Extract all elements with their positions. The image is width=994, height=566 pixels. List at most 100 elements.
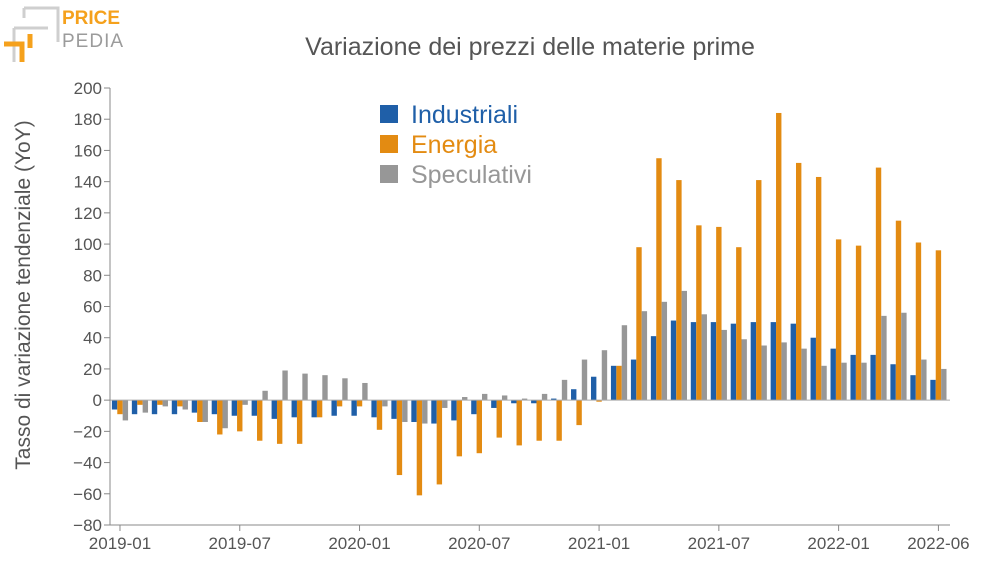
bar-industriali-2021-07 [710, 322, 717, 401]
bar-industriali-2022-05 [910, 375, 916, 401]
bar-industriali-2019-08 [251, 400, 258, 416]
bar-speculativi-2020-01 [362, 382, 368, 401]
bar-industriali-2019-07 [231, 400, 238, 416]
bar-industriali-2021-01 [590, 376, 597, 401]
x-tick-label: 2020-01 [328, 534, 390, 553]
bar-industriali-2019-06 [211, 400, 218, 415]
bar-energia-2019-09 [276, 400, 283, 444]
bar-industriali-2022-03 [870, 354, 876, 401]
y-tick-label: 0 [93, 391, 102, 410]
y-tick-label: −40 [73, 454, 102, 473]
bar-industriali-2020-05 [431, 400, 437, 424]
bar-speculativi-2022-02 [861, 362, 867, 401]
bar-speculativi-2019-12 [342, 378, 348, 401]
bar-speculativi-2021-06 [701, 314, 707, 401]
y-tick-label: 140 [74, 173, 102, 192]
bar-industriali-2021-10 [770, 322, 777, 401]
bar-industriali-2022-01 [830, 348, 836, 401]
y-axis-title: Tasso di variazione tendenziale (YoY) [12, 120, 35, 469]
y-tick-label: 120 [74, 204, 102, 223]
bar-industriali-2021-04 [650, 336, 657, 401]
bar-speculativi-2020-09 [521, 398, 528, 401]
bar-energia-2020-10 [536, 400, 542, 441]
chart-title: Variazione dei prezzi delle materie prim… [305, 33, 755, 61]
bar-speculativi-2020-07 [481, 393, 488, 401]
bar-energia-2020-06 [456, 400, 463, 457]
bar-energia-2021-07 [716, 226, 722, 401]
bar-speculativi-2019-05 [202, 400, 208, 422]
bar-speculativi-2019-06 [222, 400, 228, 429]
x-tick-label: 2022-06 [907, 534, 969, 553]
y-tick-label: 160 [74, 141, 102, 160]
bar-speculativi-2019-07 [242, 400, 248, 405]
legend-swatch-energia [380, 135, 398, 153]
legend-swatch-industriali [380, 105, 398, 123]
bar-energia-2021-06 [696, 225, 702, 401]
bar-industriali-2021-06 [690, 322, 697, 401]
bar-energia-2020-08 [496, 400, 502, 438]
bar-industriali-2019-03 [151, 400, 158, 415]
bar-speculativi-2019-03 [162, 400, 168, 407]
bar-energia-2021-10 [776, 112, 782, 401]
bar-speculativi-2020-05 [442, 400, 448, 408]
y-tick-label: −60 [73, 485, 102, 504]
bar-speculativi-2019-02 [142, 400, 149, 413]
bar-speculativi-2021-09 [761, 345, 767, 401]
bar-industriali-2021-08 [730, 323, 737, 401]
bar-energia-2022-01 [835, 239, 842, 401]
bar-speculativi-2022-01 [841, 362, 847, 401]
y-tick-label: 40 [83, 329, 102, 348]
bar-energia-2019-04 [177, 400, 183, 407]
bar-energia-2019-03 [157, 400, 163, 405]
bar-industriali-2019-01 [111, 400, 118, 410]
bar-industriali-2019-12 [331, 400, 337, 416]
bar-energia-2022-03 [875, 167, 882, 401]
bar-speculativi-2022-05 [921, 359, 927, 401]
bar-energia-2020-07 [476, 400, 482, 454]
bar-industriali-2019-09 [271, 400, 277, 419]
y-tick-label: −20 [73, 422, 102, 441]
bar-energia-2019-08 [257, 400, 263, 441]
bar-energia-2021-03 [636, 247, 642, 401]
legend-label-energia: Energia [411, 131, 497, 159]
y-tick-label: 80 [83, 266, 102, 285]
bar-energia-2021-01 [596, 400, 602, 402]
x-tick-label: 2019-07 [209, 534, 271, 553]
x-tick-label: 2019-01 [89, 534, 151, 553]
y-tick-label: 60 [83, 298, 102, 317]
x-tick-label: 2021-01 [568, 534, 630, 553]
bar-speculativi-2020-04 [422, 400, 428, 424]
bar-energia-2021-12 [815, 176, 822, 401]
bar-speculativi-2021-10 [781, 342, 787, 401]
bar-speculativi-2020-03 [402, 400, 408, 422]
bar-speculativi-2022-03 [881, 315, 887, 401]
bar-speculativi-2021-08 [741, 339, 747, 401]
bar-industriali-2020-11 [551, 398, 557, 401]
bar-industriali-2020-06 [451, 400, 457, 421]
bar-industriali-2021-03 [630, 359, 637, 401]
y-tick-label: −80 [73, 516, 102, 535]
bar-speculativi-2021-07 [721, 329, 727, 401]
bar-energia-2020-02 [376, 400, 383, 430]
pricepedia-logo: PRICE PEDIA [4, 6, 124, 62]
bar-speculativi-2021-12 [821, 365, 827, 401]
legend-swatch-speculativi [380, 165, 398, 183]
logo-text-pedia: PEDIA [62, 31, 124, 52]
bar-industriali-2021-02 [610, 365, 617, 401]
bar-energia-2019-12 [336, 400, 343, 407]
bar-speculativi-2020-02 [382, 400, 388, 407]
bar-industriali-2019-04 [171, 400, 178, 415]
bar-energia-2020-05 [436, 400, 443, 485]
bar-industriali-2021-12 [810, 337, 816, 401]
bar-industriali-2021-09 [750, 322, 757, 401]
bar-speculativi-2020-06 [462, 397, 468, 401]
bar-industriali-2020-10 [531, 400, 537, 404]
logo-mark-icon [4, 6, 60, 62]
legend-label-speculativi: Speculativi [411, 161, 532, 189]
bar-energia-2022-06 [935, 250, 942, 401]
bar-energia-2021-11 [795, 162, 802, 401]
bar-industriali-2020-12 [571, 389, 577, 401]
bar-speculativi-2021-04 [661, 301, 668, 401]
